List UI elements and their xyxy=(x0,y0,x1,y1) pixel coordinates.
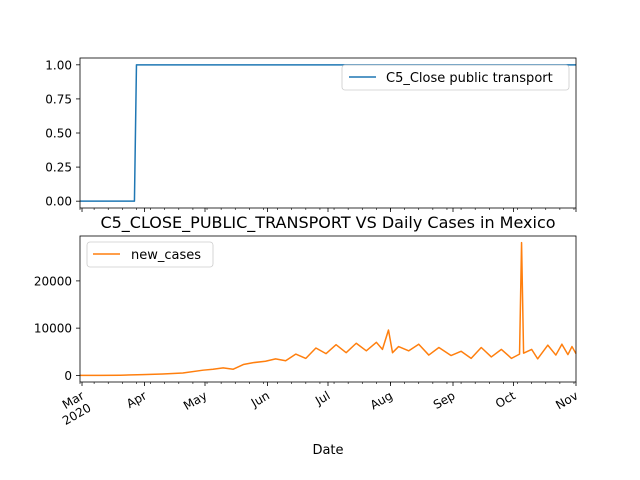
x-tick-label: Apr xyxy=(124,388,149,411)
y-tick-label: 10000 xyxy=(34,322,72,336)
x-ticks-bottom: Mar2020 Apr May Jun Jul Aug Sep Oct Nov xyxy=(53,382,581,428)
legend-top: C5_Close public transport xyxy=(341,64,570,91)
series-line-new-cases xyxy=(79,241,577,377)
x-ticks-top xyxy=(79,208,577,212)
y-tick-label: 0.00 xyxy=(45,195,72,209)
y-tick-label: 0 xyxy=(64,369,72,383)
y-ticks-bottom: 0 10000 20000 xyxy=(34,274,80,383)
x-tick-label: Aug xyxy=(368,388,395,412)
top-axes-policy: 0.00 0.25 0.50 0.75 1.00 C5_Close public tra… xyxy=(45,57,577,212)
y-tick-label: 0.25 xyxy=(45,161,72,175)
x-tick-label: Mar2020 xyxy=(53,388,94,428)
axes-frame xyxy=(79,57,577,209)
x-tick-label: Oct xyxy=(493,388,518,411)
series-group-bottom xyxy=(79,241,577,377)
y-tick-label: 1.00 xyxy=(45,58,72,72)
legend-label-transport: C5_Close public transport xyxy=(386,71,553,86)
y-tick-label: 0.50 xyxy=(45,127,72,141)
x-axis-label: Date xyxy=(312,443,343,458)
axes-frame xyxy=(79,235,577,383)
x-tick-label: Jul xyxy=(312,388,332,408)
y-ticks-top: 0.00 0.25 0.50 0.75 1.00 xyxy=(45,58,80,209)
chart-title: C5_CLOSE_PUBLIC_TRANSPORT VS Daily Cases… xyxy=(100,213,555,233)
y-tick-label: 0.75 xyxy=(45,92,72,106)
x-tick-label: Nov xyxy=(553,388,580,412)
bottom-axes-cases: C5_CLOSE_PUBLIC_TRANSPORT VS Daily Cases… xyxy=(34,213,581,458)
y-tick-label: 20000 xyxy=(34,274,72,288)
x-tick-label: May xyxy=(181,388,209,413)
legend-bottom: new_cases xyxy=(86,241,214,268)
legend-box xyxy=(341,64,570,91)
legend-label-new-cases: new_cases xyxy=(131,248,201,263)
legend-box xyxy=(86,241,214,268)
x-tick-label: Sep xyxy=(431,388,458,411)
x-tick-label: Jun xyxy=(248,388,272,410)
